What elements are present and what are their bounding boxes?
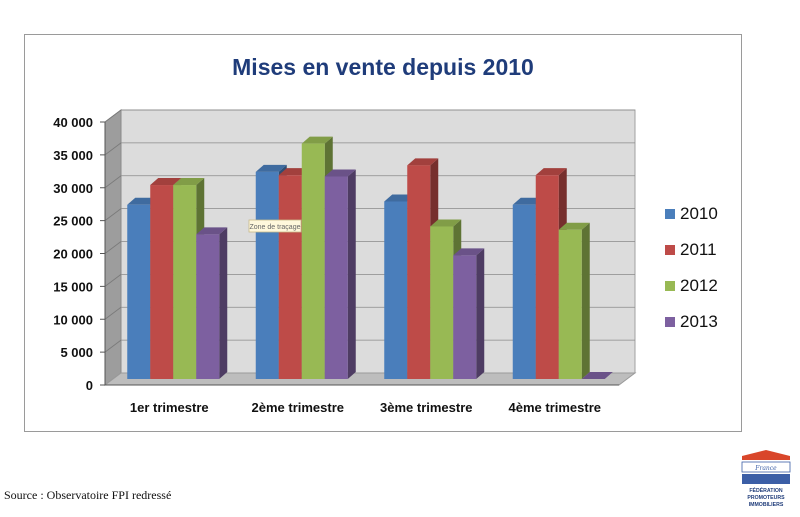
bar-front [512,204,536,379]
bar-top [535,168,567,176]
x-tick-label: 4ème trimestre [509,400,602,415]
x-tick-label: 2ème trimestre [252,400,345,415]
y-tick-label: 20 000 [53,247,93,262]
y-tick-label: 10 000 [53,312,93,327]
bar-front [535,175,559,379]
gridline-side [104,339,122,353]
legend-item-2011: 2011 [665,240,717,259]
bar-front [301,143,325,379]
bar-2012-4 [558,222,590,379]
y-tick-label: 15 000 [53,279,93,294]
bar-top [558,222,590,230]
bar-top [430,219,462,227]
bar-front [324,176,348,379]
bar-2013-4 [581,372,613,379]
bar-front [127,204,151,379]
x-tick-label: 1er trimestre [130,400,209,415]
y-tick-label: 30 000 [53,181,93,196]
legend-item-2012: 2012 [665,276,718,295]
legend-label: 2011 [680,240,717,259]
gridline-side [104,274,122,287]
y-tick-label: 40 000 [53,115,93,130]
legend-swatch [665,281,675,291]
bar-chart: 0 5 000 10 000 15 000 20 000 25 000 30 000 35 0… [53,54,718,415]
tooltip-box [248,219,302,233]
bar-2013-3 [453,248,485,379]
bar-front [255,171,279,379]
bar-top [407,158,439,166]
bar-side [476,248,485,379]
tooltip-text: Zone de traçage [250,224,301,231]
bar-2013-2 [324,169,356,379]
bar-top [173,178,205,186]
legend-swatch [665,209,675,219]
bar-side [219,227,228,379]
y-tick-label: 35 000 [53,148,93,163]
legend-swatch [665,245,675,255]
fpi-logo-icon [741,450,791,484]
bar-top [255,164,287,172]
logo-line-2: PROMOTEURS [747,495,785,501]
bar-side [347,169,356,379]
x-tick-label: 3ème trimestre [380,400,473,415]
bar-front [453,255,477,379]
fpi-logo: France FÉDÉRATION PROMOTEURS IMMOBILIERS [738,446,794,512]
source-note: Source : Observatoire FPI redressé [4,488,172,502]
chart-title: Mises en vente depuis 2010 [232,54,534,80]
bar-2013-1 [196,227,228,379]
bar-front [196,234,220,379]
y-tick-label: 0 [86,378,93,393]
bar-top [324,169,356,177]
logo-line-3: IMMOBILIERS [749,502,784,508]
y-tick-label: 5 000 [60,345,93,360]
bar-front [150,185,174,379]
bar-top [196,227,228,235]
logo-line-1: FÉDÉRATION [749,486,783,494]
bar-top [150,178,182,186]
bar-side [581,222,590,379]
logo-brand-text: France [754,465,777,472]
bar-top [301,136,333,144]
gridline-side [104,306,122,320]
bar-top [581,372,613,379]
bar-front [558,229,582,379]
y-tick-label: 25 000 [53,214,93,229]
legend-item-2010: 2010 [665,204,718,223]
gridline-side [104,109,122,123]
bar-front [430,226,454,379]
gridline-side [104,241,122,254]
gridline-side [104,175,122,189]
gridline-side [104,142,122,156]
legend-swatch [665,317,675,327]
legend-label: 2012 [680,276,718,295]
plot-area-tooltip: Zone de traçage [248,219,302,233]
legend-item-2013: 2013 [665,312,718,331]
legend-label: 2010 [680,204,718,223]
bar-front [173,185,197,379]
bar-front [384,201,408,379]
gridline-side [104,208,122,221]
bar-top [453,248,485,256]
chart-frame: 0 5 000 10 000 15 000 20 000 25 000 30 000 35 0… [24,34,742,432]
bar-front [407,165,431,379]
legend-label: 2013 [680,312,718,331]
bar-front [278,175,302,379]
